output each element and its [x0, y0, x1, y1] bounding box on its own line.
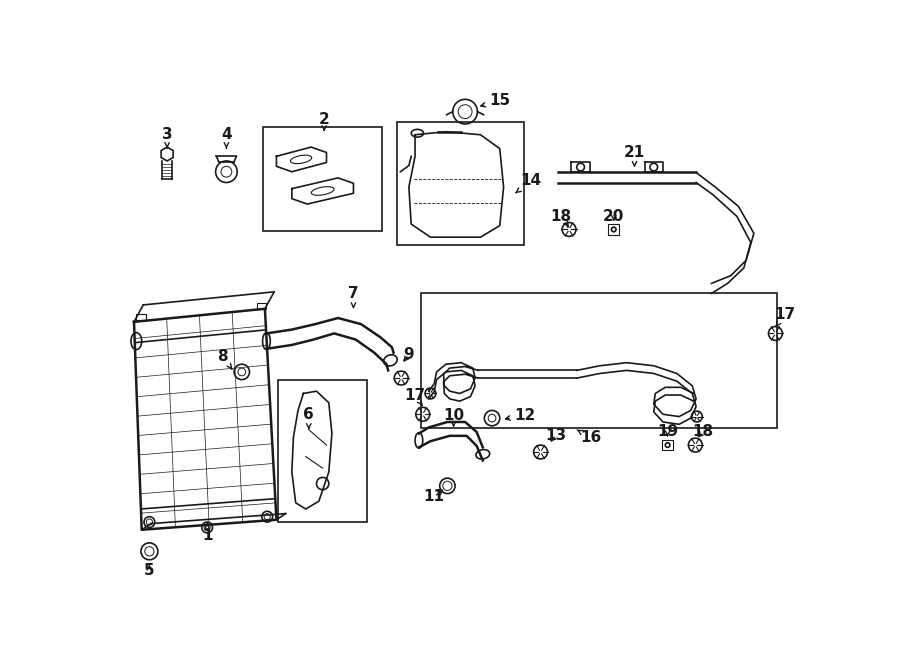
Bar	[278, 379, 366, 522]
Text: 20: 20	[603, 209, 625, 224]
Bar	[263, 127, 382, 231]
Text: 11: 11	[424, 489, 445, 504]
Ellipse shape	[476, 449, 490, 459]
Text: 4: 4	[221, 128, 231, 148]
Text: 17: 17	[404, 387, 426, 405]
Text: 9: 9	[403, 348, 414, 362]
Text: 18: 18	[692, 424, 714, 440]
Bar	[608, 224, 619, 235]
Bar	[421, 293, 777, 428]
Ellipse shape	[130, 332, 141, 350]
Text: 1: 1	[202, 523, 212, 543]
Text: 8: 8	[217, 349, 232, 369]
Ellipse shape	[415, 433, 423, 448]
Text: 13: 13	[545, 428, 566, 443]
Ellipse shape	[263, 332, 270, 350]
Text: 14: 14	[516, 173, 542, 193]
Text: 7: 7	[348, 286, 359, 307]
Text: 19: 19	[657, 424, 679, 440]
Text: 16: 16	[577, 430, 601, 445]
Text: 17: 17	[774, 307, 796, 327]
Bar	[257, 303, 266, 309]
Text: 5: 5	[144, 563, 155, 578]
Bar	[136, 314, 146, 321]
Text: 10: 10	[443, 408, 464, 426]
Text: 12: 12	[506, 408, 536, 422]
Text: 3: 3	[162, 128, 173, 148]
Text: 6: 6	[303, 407, 314, 428]
Text: 15: 15	[481, 93, 510, 108]
Text: 21: 21	[624, 145, 645, 166]
Text: 18: 18	[551, 209, 572, 227]
Bar	[397, 122, 525, 245]
Ellipse shape	[383, 355, 397, 366]
Text: 2: 2	[319, 112, 329, 130]
Bar	[662, 440, 673, 450]
